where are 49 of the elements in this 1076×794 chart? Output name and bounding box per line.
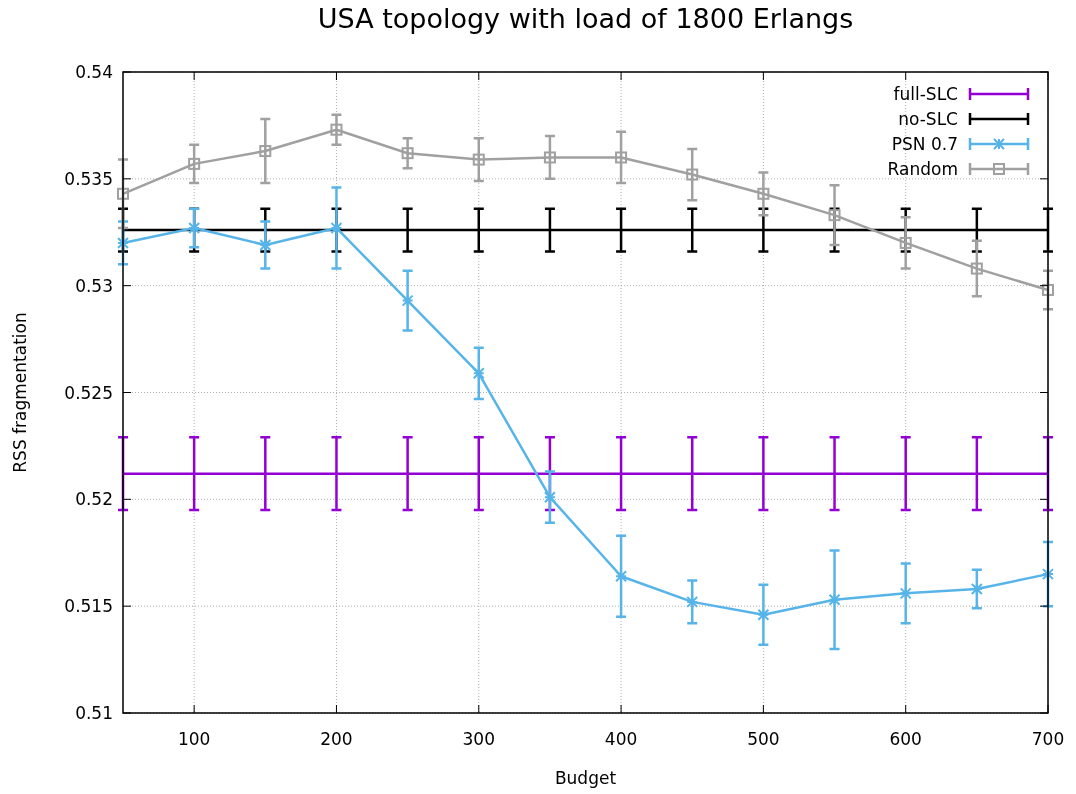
y-tick-label: 0.515 [64,596,113,617]
x-tick-label: 500 [747,729,780,749]
point [970,262,983,275]
y-axis-title: RSS fragmentation [10,312,30,473]
point [401,294,414,307]
chart-title: USA topology with load of 1800 Erlangs [317,3,854,34]
x-tick-label: 700 [1031,729,1065,749]
x-tick-label: 100 [177,729,211,749]
point [828,593,841,606]
point [188,221,201,234]
point [757,187,770,200]
point [686,168,699,181]
point [330,221,343,234]
point [686,595,699,608]
point [615,151,628,164]
point [472,153,485,166]
y-tick-label: 0.52 [75,489,113,510]
point [543,491,556,504]
x-tick-label: 300 [462,729,495,749]
x-tick-label: 400 [604,729,638,749]
point [828,209,841,222]
legend-label: Random [887,159,958,179]
point [401,147,414,160]
point [259,239,272,252]
y-tick-label: 0.535 [64,168,113,189]
point [543,151,556,164]
point [970,583,983,596]
legend-label: full-SLC [893,84,958,104]
point [1042,568,1054,581]
point [330,123,343,136]
point [259,145,272,158]
point [899,587,912,600]
y-tick-label: 0.54 [75,62,113,82]
point [472,367,485,380]
point [899,236,912,249]
x-tick-label: 600 [889,729,922,749]
legend-label: PSN 0.7 [891,134,958,154]
y-tick-label: 0.51 [75,703,113,723]
point [1042,283,1054,296]
point [117,236,129,249]
point [757,608,770,621]
y-tick-label: 0.525 [64,382,113,403]
point [188,157,201,170]
y-tick-label: 0.53 [75,275,113,296]
point [615,570,628,583]
legend-label: no-SLC [898,109,958,129]
point [117,187,129,200]
x-axis-title: Budget [554,768,617,788]
x-tick-label: 200 [320,729,353,749]
